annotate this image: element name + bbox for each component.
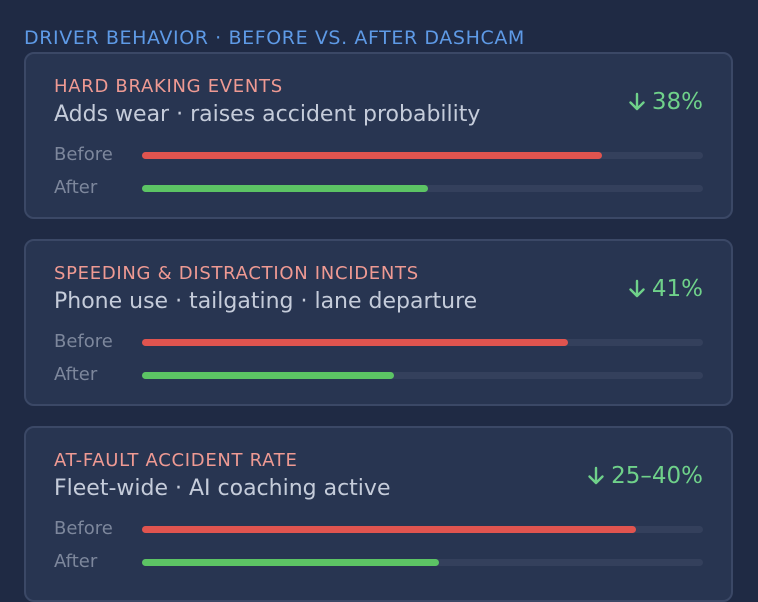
after-bar-row: After (54, 177, 703, 199)
after-bar-fill (142, 559, 440, 566)
after-bar-row: After (54, 551, 703, 573)
card-subtitle: Adds wear · raises accident probability (54, 102, 481, 127)
arrow-down-icon (629, 92, 645, 111)
card-title: AT-FAULT ACCIDENT RATE (54, 450, 298, 471)
after-label: After (54, 177, 98, 198)
card-title: SPEEDING & DISTRACTION INCIDENTS (54, 263, 419, 284)
after-bar-track (142, 185, 703, 192)
before-bar-row: Before (54, 518, 703, 540)
after-bar-fill (142, 185, 429, 192)
metric-card-at-fault-accident-rate: AT-FAULT ACCIDENT RATE Fleet-wide · AI c… (24, 426, 733, 602)
before-bar-track (142, 526, 703, 533)
card-subtitle: Fleet-wide · AI coaching active (54, 476, 391, 501)
before-label: Before (54, 144, 113, 165)
after-label: After (54, 364, 98, 385)
delta-value: 41% (628, 276, 703, 302)
metric-card-speeding-distraction: SPEEDING & DISTRACTION INCIDENTS Phone u… (24, 239, 733, 406)
delta-text: 25–40% (611, 463, 703, 489)
after-bar-row: After (54, 364, 703, 386)
after-bar-track (142, 372, 703, 379)
metric-card-hard-braking: HARD BRAKING EVENTS Adds wear · raises a… (24, 52, 733, 219)
arrow-down-icon (629, 279, 645, 298)
after-label: After (54, 551, 98, 572)
before-bar-track (142, 152, 703, 159)
before-label: Before (54, 331, 113, 352)
before-label: Before (54, 518, 113, 539)
delta-text: 38% (651, 89, 703, 115)
card-subtitle: Phone use · tailgating · lane departure (54, 289, 478, 314)
before-bar-fill (142, 339, 569, 346)
after-bar-track (142, 559, 703, 566)
before-bar-row: Before (54, 144, 703, 166)
before-bar-fill (142, 152, 603, 159)
delta-text: 41% (651, 276, 703, 302)
delta-value: 38% (628, 89, 703, 115)
section-title: DRIVER BEHAVIOR · BEFORE VS. AFTER DASHC… (24, 27, 525, 49)
before-bar-fill (142, 526, 636, 533)
before-bar-track (142, 339, 703, 346)
delta-value: 25–40% (587, 463, 703, 489)
before-bar-row: Before (54, 331, 703, 353)
after-bar-fill (142, 372, 395, 379)
arrow-down-icon (588, 466, 604, 485)
card-title: HARD BRAKING EVENTS (54, 76, 283, 97)
